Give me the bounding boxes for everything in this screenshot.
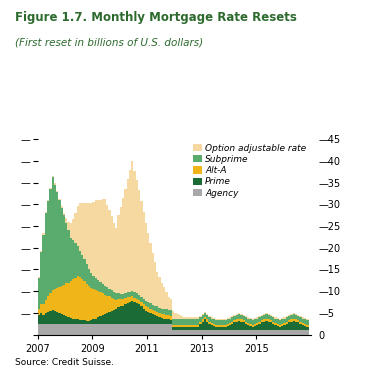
Text: Source: Credit Suisse.: Source: Credit Suisse. [15,358,114,367]
Text: Figure 1.7. Monthly Mortgage Rate Resets: Figure 1.7. Monthly Mortgage Rate Resets [15,11,297,24]
Text: (First reset in billions of U.S. dollars): (First reset in billions of U.S. dollars… [15,38,203,48]
Legend: Option adjustable rate, Subprime, Alt-A, Prime, Agency: Option adjustable rate, Subprime, Alt-A,… [193,144,306,198]
